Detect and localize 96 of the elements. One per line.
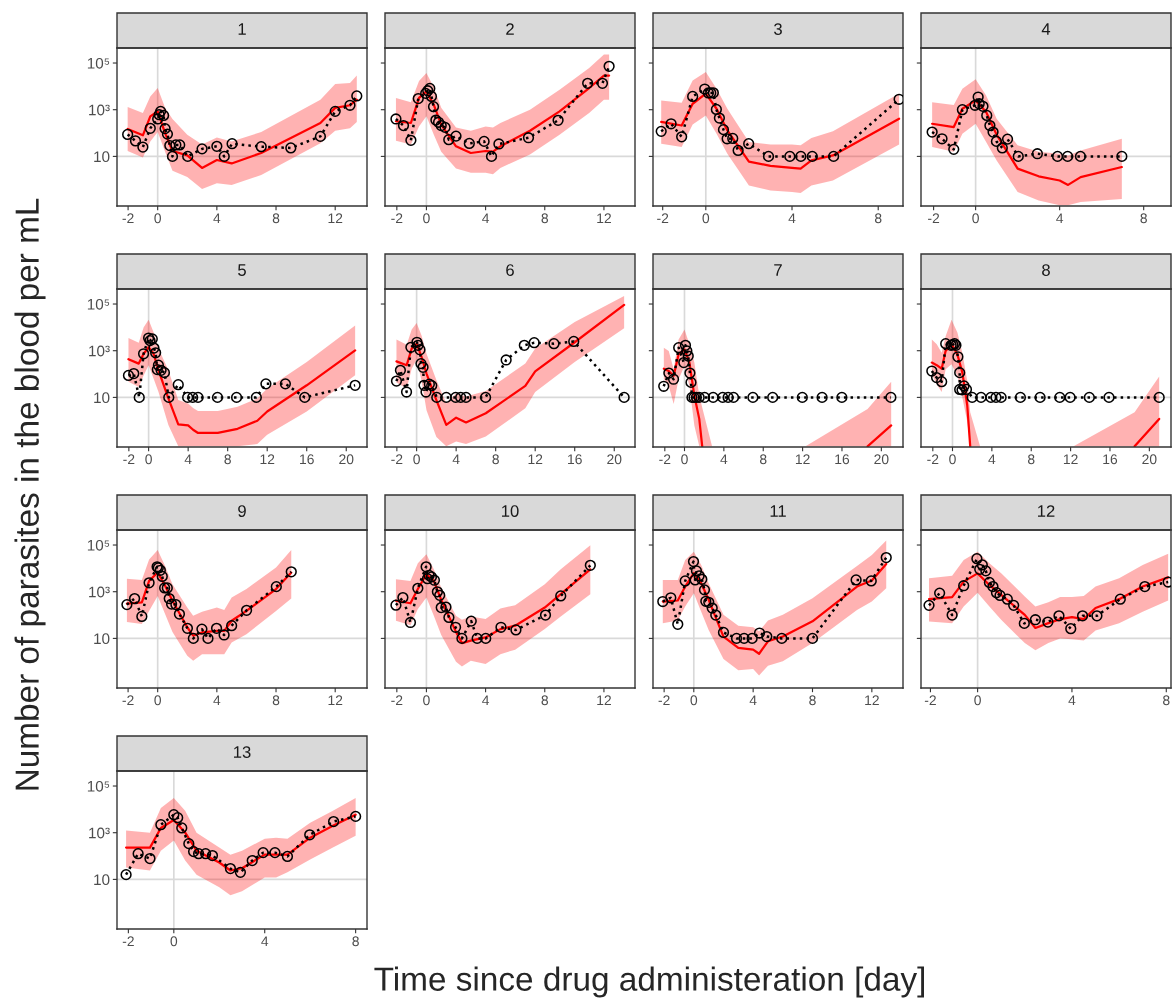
x-tick-label: 4 — [749, 695, 757, 706]
x-tick-label: 0 — [154, 213, 161, 224]
x-tick-label: -2 — [659, 454, 671, 465]
y-tick-label: 10 — [94, 633, 110, 645]
x-tick-label: 8 — [759, 454, 767, 465]
chart-title: 13 — [234, 746, 251, 758]
chart-title: 2 — [506, 23, 514, 35]
x-tick-label: 4 — [452, 454, 460, 465]
x-tick-label: -2 — [924, 695, 936, 706]
x-tick-label: 8 — [224, 454, 231, 465]
x-tick-label: 8 — [541, 695, 549, 706]
chart-title: 10 — [502, 505, 519, 517]
x-tick-label: -2 — [391, 213, 403, 224]
x-tick-label: 16 — [835, 454, 850, 465]
x-tick-label: 12 — [597, 213, 611, 224]
x-tick-label: 12 — [795, 454, 810, 465]
x-tick-label: -2 — [122, 213, 134, 224]
x-tick-label: 0 — [423, 213, 430, 224]
chart-title: 11 — [770, 505, 786, 517]
y-tick-label: 10⁵ — [87, 780, 110, 792]
y-tick-label: 10⁵ — [87, 539, 110, 551]
y-tick-label: 10 — [94, 392, 110, 404]
x-tick-label: 12 — [328, 213, 343, 224]
x-tick-label: 8 — [1140, 213, 1147, 224]
x-tick-label: 4 — [482, 213, 490, 224]
chart-title: 7 — [774, 264, 782, 276]
x-tick-label: 0 — [423, 695, 430, 706]
x-tick-label: 8 — [272, 213, 280, 224]
chart-title: 9 — [238, 505, 246, 517]
x-tick-label: -2 — [123, 454, 135, 465]
y-tick-label: 10⁵ — [87, 298, 110, 310]
chart-title: 12 — [1038, 505, 1055, 517]
x-tick-label: 0 — [949, 454, 956, 465]
x-tick-label: 0 — [702, 213, 710, 224]
x-tick-label: 8 — [272, 695, 280, 706]
x-tick-label: 20 — [874, 454, 889, 465]
y-tick-label: 10 — [94, 151, 110, 163]
y-axis-title: Number of parasites in the blood per mL — [14, 198, 46, 790]
chart-title: 3 — [774, 23, 782, 35]
x-tick-label: 0 — [413, 454, 420, 465]
x-tick-label: 0 — [145, 454, 152, 465]
x-tick-label: 4 — [184, 454, 192, 465]
y-tick-label: 10⁵ — [87, 57, 110, 69]
x-tick-label: 4 — [482, 695, 490, 706]
x-tick-label: 12 — [328, 695, 343, 706]
x-tick-label: 8 — [1163, 695, 1170, 706]
x-tick-label: -2 — [391, 454, 403, 465]
x-tick-label: -2 — [928, 213, 940, 224]
x-tick-label: 20 — [607, 454, 622, 465]
x-tick-label: 0 — [690, 695, 698, 706]
x-tick-label: 12 — [528, 454, 543, 465]
x-tick-label: 4 — [213, 695, 221, 706]
x-tick-label: 4 — [1068, 695, 1076, 706]
x-tick-label: 4 — [213, 213, 221, 224]
chart-title: 4 — [1041, 23, 1051, 35]
x-tick-label: 4 — [788, 213, 796, 224]
x-tick-label: -2 — [658, 695, 670, 706]
x-tick-label: 20 — [1142, 454, 1157, 465]
x-tick-label: 16 — [1103, 454, 1118, 465]
y-tick-label: 10³ — [89, 104, 110, 116]
y-tick-label: 10³ — [89, 345, 110, 357]
x-tick-label: 0 — [154, 695, 161, 706]
x-tick-label: 0 — [974, 695, 981, 706]
x-tick-label: 0 — [681, 454, 688, 465]
x-tick-label: 12 — [260, 454, 275, 465]
y-tick-label: 10³ — [89, 586, 110, 598]
y-tick-label: 10³ — [89, 827, 110, 839]
x-tick-label: 8 — [492, 454, 499, 465]
x-tick-label: 16 — [300, 454, 314, 465]
x-tick-label: 8 — [352, 936, 359, 947]
x-tick-label: 0 — [972, 213, 979, 224]
x-tick-label: 4 — [988, 454, 996, 465]
x-tick-label: -2 — [122, 936, 134, 947]
x-tick-label: 8 — [809, 695, 816, 706]
x-tick-label: 4 — [261, 936, 269, 947]
x-tick-label: 12 — [597, 695, 611, 706]
x-axis-title: Time since drug administeration [day] — [374, 966, 924, 998]
x-tick-label: 4 — [720, 454, 728, 465]
x-tick-label: 4 — [1056, 213, 1064, 224]
chart-title: 1 — [238, 23, 246, 35]
x-tick-label: 8 — [1027, 454, 1035, 465]
x-tick-label: -2 — [391, 695, 403, 706]
x-tick-label: 8 — [874, 213, 882, 224]
x-tick-label: 16 — [568, 454, 582, 465]
chart-title: 5 — [238, 264, 246, 276]
x-tick-label: -2 — [657, 213, 669, 224]
x-tick-label: -2 — [122, 695, 134, 706]
x-tick-label: 12 — [1063, 454, 1078, 465]
y-tick-label: 10 — [94, 874, 110, 886]
chart-title: 8 — [1042, 264, 1050, 276]
x-tick-label: 12 — [865, 695, 879, 706]
x-tick-label: 20 — [339, 454, 354, 465]
x-tick-label: -2 — [927, 454, 939, 465]
x-tick-label: 8 — [541, 213, 549, 224]
chart-title: 6 — [506, 264, 514, 276]
x-tick-label: 0 — [170, 936, 178, 947]
